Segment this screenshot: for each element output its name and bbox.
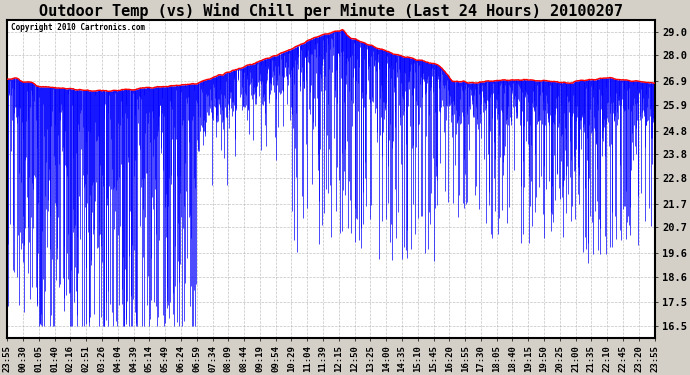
Text: Copyright 2010 Cartronics.com: Copyright 2010 Cartronics.com [10,23,145,32]
Title: Outdoor Temp (vs) Wind Chill per Minute (Last 24 Hours) 20100207: Outdoor Temp (vs) Wind Chill per Minute … [39,3,623,19]
